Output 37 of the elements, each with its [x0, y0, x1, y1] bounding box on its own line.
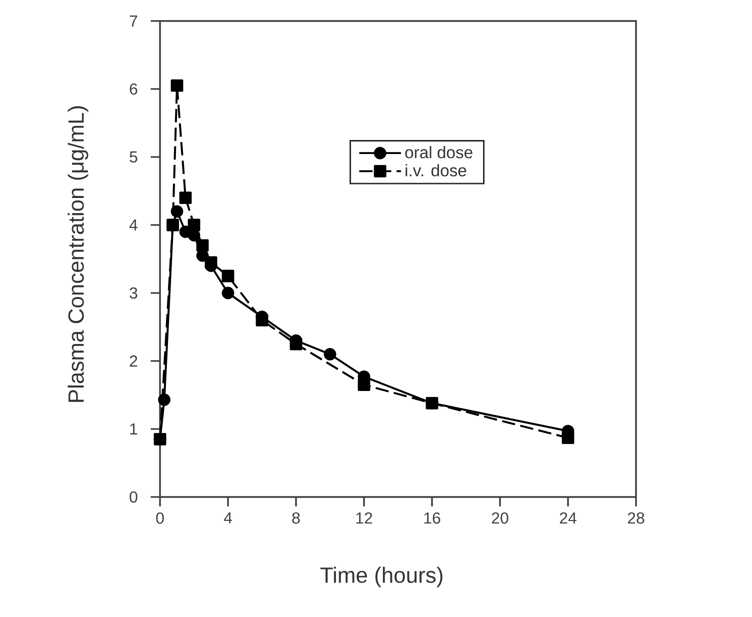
point [562, 432, 574, 444]
legend-label: i.v. dose [406, 164, 466, 176]
point [324, 348, 336, 360]
point [358, 378, 370, 391]
x-tick-label: 20 [492, 512, 508, 524]
point [222, 286, 234, 300]
x-tick-label: 8 [292, 512, 300, 524]
legend-label: oral dose [405, 146, 472, 158]
point [222, 270, 234, 282]
point [170, 79, 184, 92]
x-tick-label: 16 [424, 512, 440, 524]
point [166, 218, 179, 232]
point [196, 239, 209, 252]
point [158, 394, 170, 406]
y-tick-label: 3 [130, 287, 138, 299]
x-tick-label: 0 [156, 512, 164, 524]
point [426, 396, 438, 410]
y-axis-title: Plasma Concentration (μg/mL) [68, 106, 88, 402]
point [154, 433, 166, 446]
point [179, 192, 192, 204]
y-tick-label: 2 [130, 355, 138, 367]
y-tick-label: 5 [130, 151, 138, 163]
x-tick-label: 12 [356, 512, 372, 524]
point [256, 314, 268, 326]
x-tick-label: 28 [628, 512, 644, 524]
point [188, 218, 200, 232]
x-tick-label: 24 [560, 512, 576, 524]
x-axis-title: Time (hours) [320, 566, 442, 588]
y-tick-label: 7 [130, 16, 138, 26]
point [290, 338, 302, 350]
y-tick-label: 1 [130, 424, 138, 435]
x-tick-label: 4 [224, 512, 232, 524]
point [170, 205, 184, 218]
point [204, 256, 218, 269]
y-tick-label: 4 [129, 220, 138, 230]
y-tick-label: 0 [130, 491, 138, 503]
y-tick-label: 6 [130, 83, 138, 95]
